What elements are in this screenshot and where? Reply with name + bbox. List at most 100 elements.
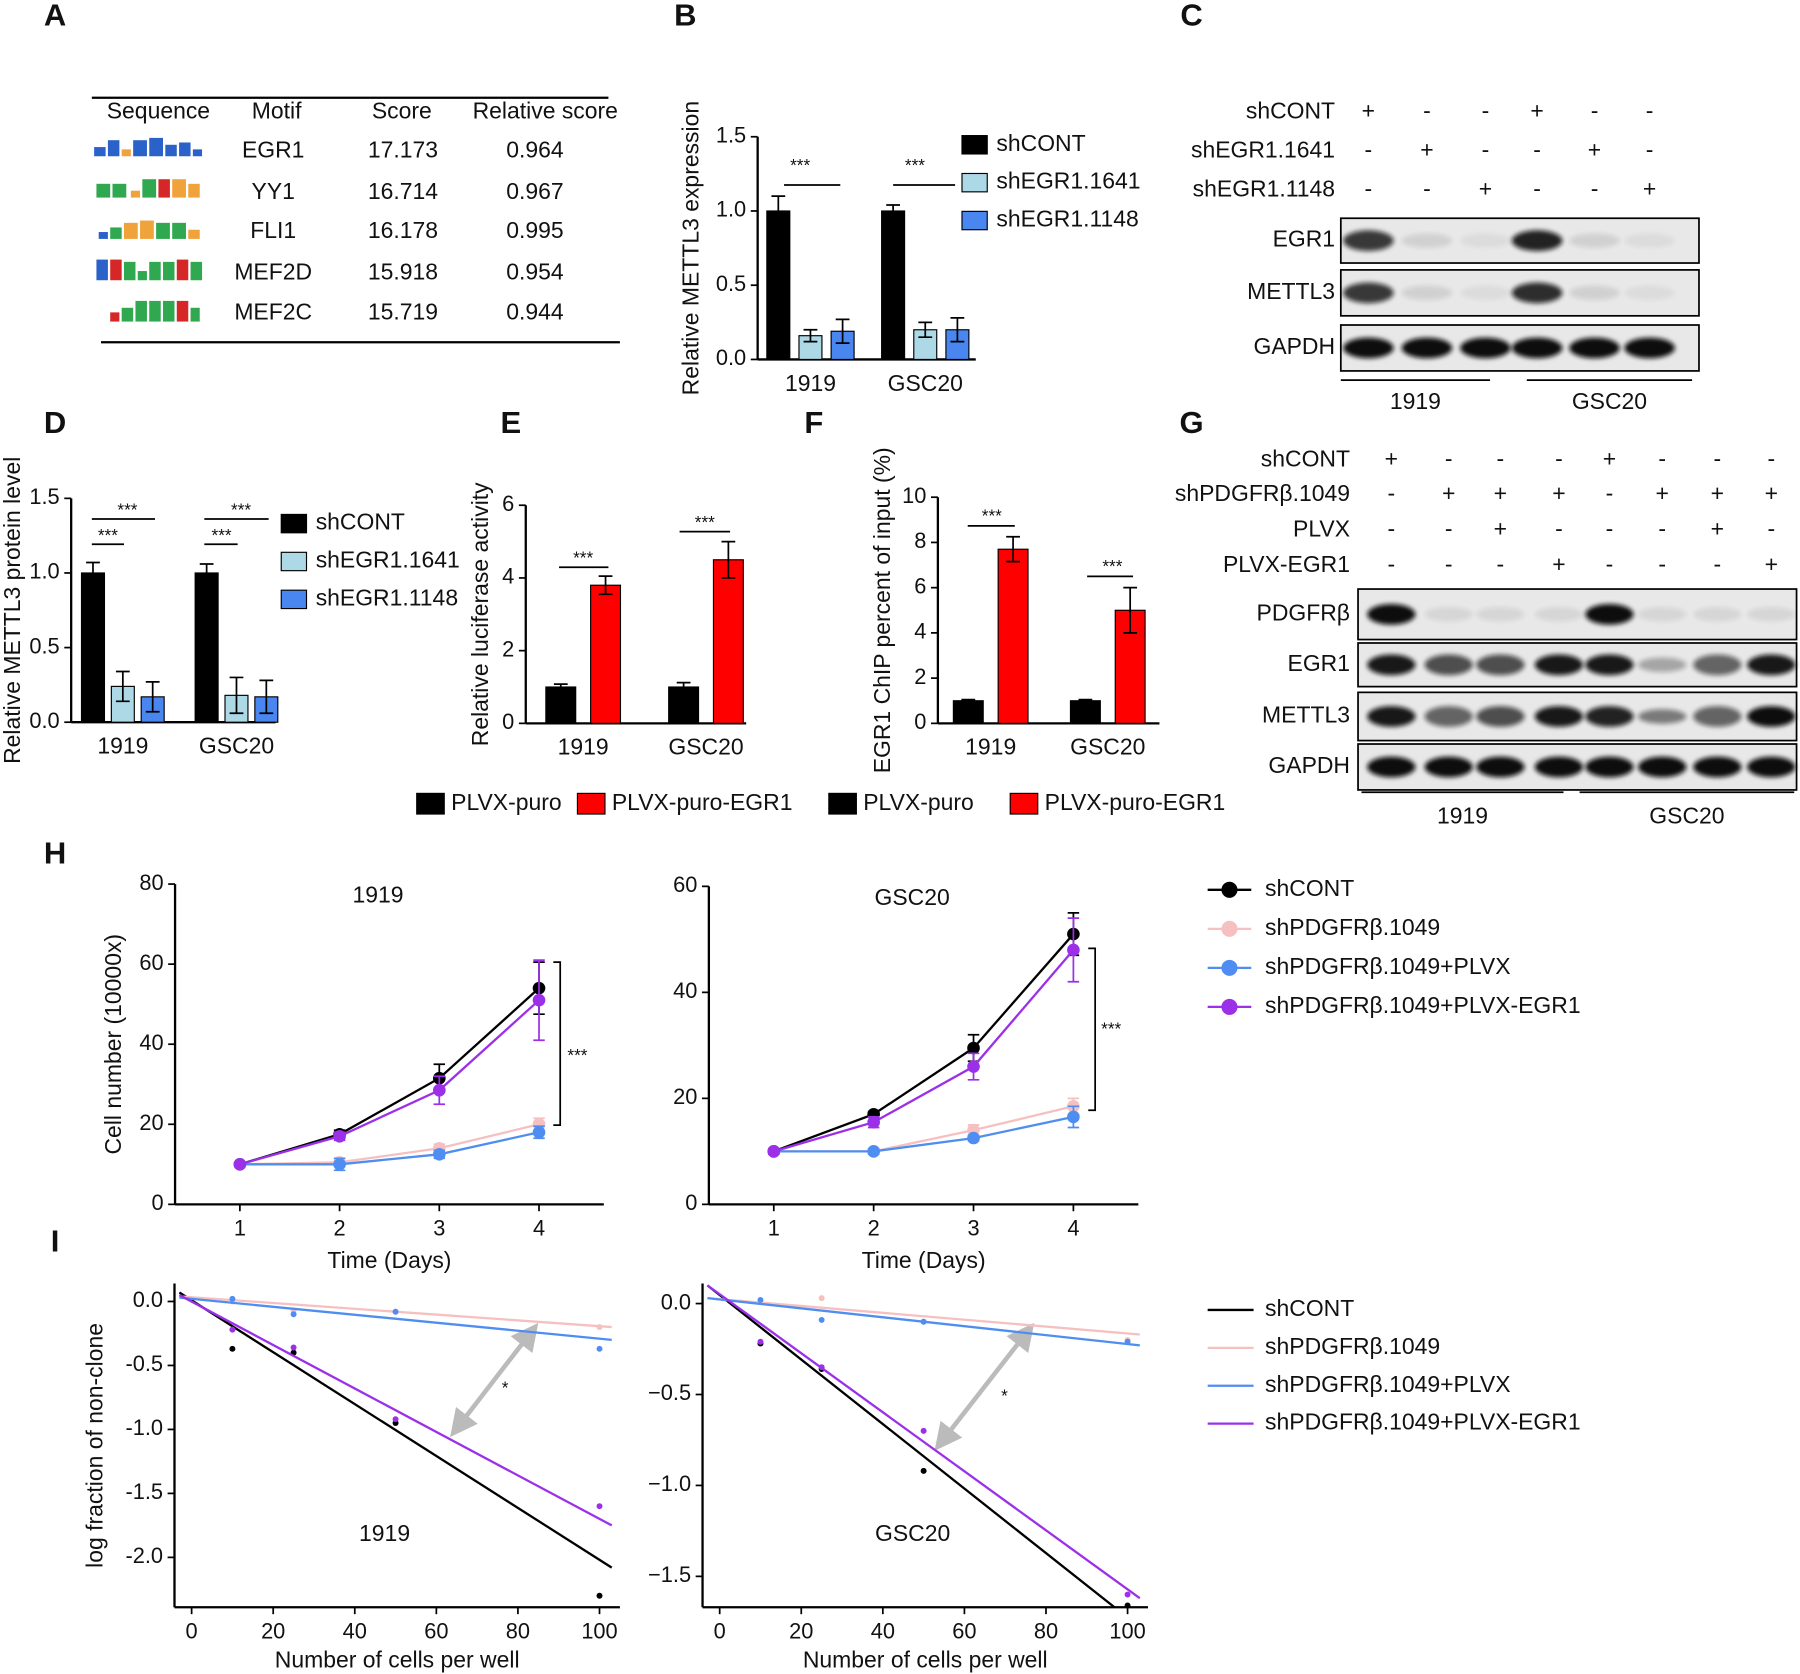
- group-label: 1919: [1437, 803, 1488, 829]
- fit-line: [707, 1296, 1140, 1336]
- band: [1534, 654, 1584, 676]
- table-cell: 0.964: [506, 137, 564, 163]
- legend-label: shPDGFRβ.1049: [1265, 914, 1440, 940]
- band-label: GAPDH: [1268, 752, 1350, 778]
- band: [1747, 654, 1796, 676]
- x-tick-label: 2: [868, 1215, 880, 1240]
- condition-sign: +: [1711, 516, 1724, 542]
- legend-swatch: [280, 589, 308, 610]
- bar: [590, 584, 622, 724]
- x-tick-label: 80: [1034, 1618, 1058, 1643]
- band: [1367, 603, 1416, 625]
- y-tick-label: 0: [502, 709, 514, 734]
- y-tick-label: 0.0: [133, 1287, 163, 1312]
- band: [1460, 233, 1511, 248]
- y-tick-label: -1.5: [125, 1479, 163, 1504]
- error-bar: [199, 563, 214, 583]
- band-label: GAPDH: [1253, 333, 1335, 359]
- data-point: [920, 1467, 927, 1474]
- band: [1747, 607, 1796, 622]
- condition-label: shEGR1.1641: [1191, 137, 1335, 163]
- y-axis-title: Relative METTL3 expression: [677, 101, 703, 395]
- data-point: [920, 1318, 927, 1325]
- data-point: [920, 1427, 927, 1434]
- x-axis-title: Time (Days): [862, 1247, 986, 1273]
- condition-sign: -: [1646, 98, 1654, 124]
- legend-swatch: [1009, 792, 1039, 815]
- legend-label: shEGR1.1641: [996, 168, 1140, 194]
- band: [1401, 285, 1453, 301]
- fit-line: [178, 1291, 613, 1569]
- data-point: [757, 1296, 764, 1303]
- table-header: Motif: [252, 98, 302, 124]
- band: [1585, 706, 1634, 727]
- condition-label: shCONT: [1246, 98, 1335, 124]
- data-point: [233, 1157, 247, 1171]
- data-point: [392, 1416, 399, 1423]
- condition-sign: +: [1711, 480, 1724, 506]
- significance-label: ***: [905, 155, 925, 175]
- data-point: [229, 1295, 236, 1302]
- error-bar: [259, 679, 274, 715]
- condition-sign: -: [1606, 480, 1614, 506]
- band: [1747, 706, 1796, 727]
- table-cell: 16.178: [368, 217, 438, 243]
- legend-label: shCONT: [1265, 875, 1354, 901]
- chart-title: GSC20: [875, 1520, 950, 1546]
- band: [1569, 337, 1620, 359]
- panel-label: I: [51, 1224, 60, 1259]
- fit-line: [706, 1284, 1117, 1608]
- data-point: [596, 1503, 603, 1510]
- significance-label: ***: [1102, 556, 1122, 576]
- legend-swatch: [828, 792, 857, 815]
- band: [1401, 233, 1453, 248]
- legend-label: shEGR1.1148: [996, 206, 1138, 232]
- panel-label: F: [804, 405, 823, 440]
- y-tick-label: 4: [914, 619, 926, 644]
- table-header: Relative score: [473, 98, 618, 124]
- legend-swatch: [576, 792, 606, 815]
- x-tick-label: 0: [186, 1618, 198, 1643]
- legend-label: PLVX-puro-EGR1: [612, 789, 793, 815]
- band: [1624, 285, 1675, 301]
- error-bar: [1078, 698, 1093, 703]
- legend-marker: [1221, 959, 1238, 976]
- condition-label: shPDGFRβ.1049: [1175, 480, 1350, 506]
- y-tick-label: 0.0: [29, 708, 59, 733]
- x-tick-label: 1: [768, 1215, 780, 1240]
- error-bar: [115, 670, 130, 703]
- legend-label: shEGR1.1641: [316, 547, 460, 573]
- band: [1367, 756, 1416, 778]
- condition-sign: -: [1388, 516, 1396, 542]
- band: [1747, 756, 1796, 778]
- table-cell: EGR1: [242, 137, 304, 163]
- y-axis-title: Relative METTL3 protein level: [0, 457, 25, 764]
- condition-sign: -: [1423, 98, 1431, 124]
- data-point: [757, 1338, 764, 1345]
- condition-sign: -: [1591, 98, 1599, 124]
- band: [1476, 756, 1525, 778]
- band-label: METTL3: [1262, 702, 1350, 728]
- condition-sign: -: [1497, 446, 1505, 472]
- series-line: [239, 999, 540, 1166]
- condition-sign: -: [1555, 446, 1563, 472]
- table-cell: MEF2C: [234, 299, 312, 325]
- condition-sign: +: [1420, 137, 1433, 163]
- y-tick-label: 6: [502, 491, 514, 516]
- band: [1534, 756, 1584, 778]
- condition-sign: -: [1365, 176, 1373, 202]
- table-cell: 0.954: [506, 258, 564, 284]
- band: [1343, 337, 1394, 359]
- condition-sign: -: [1767, 446, 1775, 472]
- band: [1638, 709, 1687, 724]
- panel-label: B: [674, 0, 696, 33]
- y-tick-label: 40: [673, 978, 697, 1003]
- band: [1693, 607, 1742, 622]
- x-tick-label: 20: [789, 1618, 813, 1643]
- bar: [712, 559, 744, 724]
- y-tick-label: 1.0: [716, 197, 746, 222]
- condition-sign: +: [1603, 446, 1616, 472]
- y-tick-label: 1.0: [29, 559, 59, 584]
- sequence-logos: [94, 137, 203, 322]
